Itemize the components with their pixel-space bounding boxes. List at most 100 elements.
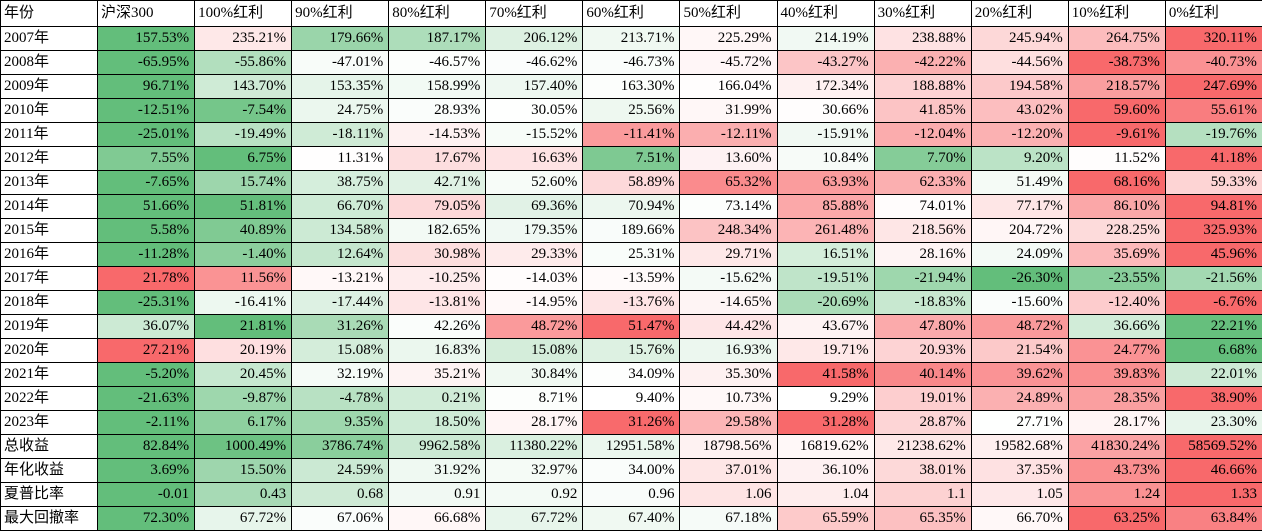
value-cell[interactable]: 235.21% (195, 27, 292, 51)
row-label[interactable]: 夏普比率 (1, 483, 98, 507)
value-cell[interactable]: 31.28% (777, 411, 874, 435)
value-cell[interactable]: 85.88% (777, 195, 874, 219)
row-label[interactable]: 2023年 (1, 411, 98, 435)
value-cell[interactable]: 32.19% (292, 363, 389, 387)
value-cell[interactable]: 29.33% (486, 243, 583, 267)
value-cell[interactable]: 134.58% (292, 219, 389, 243)
value-cell[interactable]: 27.71% (971, 411, 1068, 435)
value-cell[interactable]: 15.50% (195, 459, 292, 483)
value-cell[interactable]: -13.21% (292, 267, 389, 291)
value-cell[interactable]: -7.54% (195, 99, 292, 123)
column-header[interactable]: 60%红利 (583, 1, 680, 27)
value-cell[interactable]: 34.09% (583, 363, 680, 387)
row-label[interactable]: 2017年 (1, 267, 98, 291)
value-cell[interactable]: -40.73% (1165, 51, 1262, 75)
value-cell[interactable]: 1.05 (971, 483, 1068, 507)
value-cell[interactable]: 218.56% (874, 219, 971, 243)
value-cell[interactable]: -25.01% (98, 123, 195, 147)
value-cell[interactable]: -44.56% (971, 51, 1068, 75)
value-cell[interactable]: 24.89% (971, 387, 1068, 411)
value-cell[interactable]: -11.28% (98, 243, 195, 267)
value-cell[interactable]: 21.81% (195, 315, 292, 339)
row-label[interactable]: 2016年 (1, 243, 98, 267)
value-cell[interactable]: 45.96% (1165, 243, 1262, 267)
row-label[interactable]: 2015年 (1, 219, 98, 243)
value-cell[interactable]: 82.84% (98, 435, 195, 459)
column-header[interactable]: 80%红利 (389, 1, 486, 27)
value-cell[interactable]: 11380.22% (486, 435, 583, 459)
value-cell[interactable]: -14.53% (389, 123, 486, 147)
value-cell[interactable]: 24.75% (292, 99, 389, 123)
value-cell[interactable]: 25.31% (583, 243, 680, 267)
row-label[interactable]: 2012年 (1, 147, 98, 171)
value-cell[interactable]: 6.75% (195, 147, 292, 171)
column-header[interactable]: 70%红利 (486, 1, 583, 27)
value-cell[interactable]: 63.25% (1068, 507, 1165, 531)
value-cell[interactable]: 48.72% (971, 315, 1068, 339)
value-cell[interactable]: 238.88% (874, 27, 971, 51)
value-cell[interactable]: -13.59% (583, 267, 680, 291)
value-cell[interactable]: -6.76% (1165, 291, 1262, 315)
value-cell[interactable]: -19.76% (1165, 123, 1262, 147)
value-cell[interactable]: 39.62% (971, 363, 1068, 387)
value-cell[interactable]: 179.35% (486, 219, 583, 243)
value-cell[interactable]: 1.1 (874, 483, 971, 507)
value-cell[interactable]: 157.40% (486, 75, 583, 99)
value-cell[interactable]: 43.02% (971, 99, 1068, 123)
value-cell[interactable]: 34.00% (583, 459, 680, 483)
column-header[interactable]: 20%红利 (971, 1, 1068, 27)
value-cell[interactable]: -16.41% (195, 291, 292, 315)
value-cell[interactable]: 36.07% (98, 315, 195, 339)
row-label[interactable]: 2019年 (1, 315, 98, 339)
value-cell[interactable]: 46.66% (1165, 459, 1262, 483)
value-cell[interactable]: 179.66% (292, 27, 389, 51)
value-cell[interactable]: -12.51% (98, 99, 195, 123)
value-cell[interactable]: -11.41% (583, 123, 680, 147)
column-header[interactable]: 10%红利 (1068, 1, 1165, 27)
value-cell[interactable]: 67.40% (583, 507, 680, 531)
value-cell[interactable]: -12.20% (971, 123, 1068, 147)
value-cell[interactable]: 25.56% (583, 99, 680, 123)
value-cell[interactable]: -4.78% (292, 387, 389, 411)
value-cell[interactable]: -42.22% (874, 51, 971, 75)
row-label[interactable]: 2014年 (1, 195, 98, 219)
value-cell[interactable]: 41830.24% (1068, 435, 1165, 459)
value-cell[interactable]: -13.76% (583, 291, 680, 315)
value-cell[interactable]: -13.81% (389, 291, 486, 315)
value-cell[interactable]: 16.63% (486, 147, 583, 171)
value-cell[interactable]: 40.89% (195, 219, 292, 243)
value-cell[interactable]: 96.71% (98, 75, 195, 99)
value-cell[interactable]: 21.78% (98, 267, 195, 291)
value-cell[interactable]: 143.70% (195, 75, 292, 99)
value-cell[interactable]: -2.11% (98, 411, 195, 435)
column-header[interactable]: 50%红利 (680, 1, 777, 27)
value-cell[interactable]: 6.17% (195, 411, 292, 435)
value-cell[interactable]: -65.95% (98, 51, 195, 75)
value-cell[interactable]: 10.84% (777, 147, 874, 171)
value-cell[interactable]: -43.27% (777, 51, 874, 75)
value-cell[interactable]: -18.83% (874, 291, 971, 315)
value-cell[interactable]: 43.67% (777, 315, 874, 339)
value-cell[interactable]: 59.60% (1068, 99, 1165, 123)
value-cell[interactable]: 66.68% (389, 507, 486, 531)
value-cell[interactable]: 65.35% (874, 507, 971, 531)
value-cell[interactable]: -0.01 (98, 483, 195, 507)
value-cell[interactable]: 325.93% (1165, 219, 1262, 243)
value-cell[interactable]: -12.11% (680, 123, 777, 147)
value-cell[interactable]: 15.74% (195, 171, 292, 195)
value-cell[interactable]: 248.34% (680, 219, 777, 243)
value-cell[interactable]: 39.83% (1068, 363, 1165, 387)
value-cell[interactable]: -9.87% (195, 387, 292, 411)
value-cell[interactable]: 73.14% (680, 195, 777, 219)
value-cell[interactable]: 9.20% (971, 147, 1068, 171)
value-cell[interactable]: 55.61% (1165, 99, 1262, 123)
value-cell[interactable]: 66.70% (292, 195, 389, 219)
value-cell[interactable]: 67.06% (292, 507, 389, 531)
value-cell[interactable]: -19.49% (195, 123, 292, 147)
value-cell[interactable]: -14.65% (680, 291, 777, 315)
value-cell[interactable]: 182.65% (389, 219, 486, 243)
value-cell[interactable]: 94.81% (1165, 195, 1262, 219)
column-header[interactable]: 30%红利 (874, 1, 971, 27)
value-cell[interactable]: -9.61% (1068, 123, 1165, 147)
value-cell[interactable]: 7.55% (98, 147, 195, 171)
